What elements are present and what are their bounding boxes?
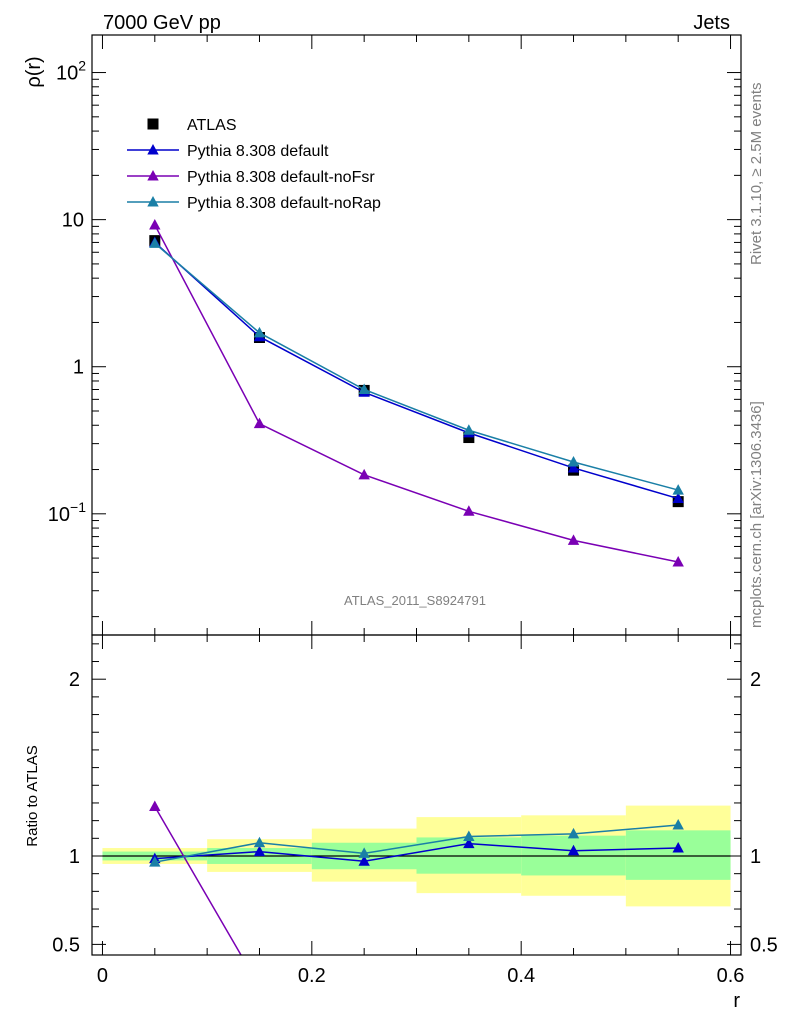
ratio-y-tick-label: 2 bbox=[69, 669, 80, 691]
data-point bbox=[463, 505, 475, 516]
ratio-panel-frame bbox=[91, 634, 742, 956]
data-point bbox=[463, 424, 475, 435]
ratio-band-stat bbox=[625, 830, 731, 880]
main-series-line bbox=[154, 241, 679, 500]
ratio-data-point bbox=[149, 800, 161, 811]
data-point bbox=[567, 534, 580, 545]
data-point bbox=[672, 556, 684, 567]
ratio-panel-ticks: 0.5 0.5 1 1 2 2 0 0.2 0.4 0.6 bbox=[52, 635, 778, 987]
y-tick-label: 102 bbox=[56, 58, 86, 85]
legend-marker bbox=[147, 144, 159, 155]
ratio-data-point bbox=[463, 837, 475, 849]
ratio-series-clipped bbox=[149, 800, 684, 955]
ratio-y-tick-label-right: 1 bbox=[750, 846, 761, 868]
ratio-data-point bbox=[149, 856, 161, 867]
ratio-data-point bbox=[253, 836, 266, 848]
y-tick-label: 10−1 bbox=[48, 499, 86, 526]
side-label-mcplots: mcplots.cern.ch [arXiv:1306.3436] bbox=[748, 401, 765, 628]
x-tick-label: 0 bbox=[97, 965, 108, 987]
data-point bbox=[672, 492, 684, 504]
ratio-data-point bbox=[358, 855, 370, 866]
header-left-title: 7000 GeV pp bbox=[103, 12, 221, 34]
ratio-data-point bbox=[567, 844, 580, 856]
data-point bbox=[567, 461, 580, 473]
main-panel-ticks: 10−1 1 10 102 bbox=[48, 35, 741, 635]
ratio-series-line bbox=[154, 842, 679, 863]
ratio-y-tick-label: 0.5 bbox=[52, 934, 80, 956]
legend-label: Pythia 8.308 default bbox=[187, 143, 329, 160]
data-point bbox=[149, 218, 161, 230]
y-tick-label: 10 bbox=[62, 210, 84, 232]
data-point bbox=[149, 237, 161, 248]
ratio-y-tick-label-right: 2 bbox=[750, 669, 761, 691]
main-panel-series bbox=[149, 218, 684, 567]
ratio-panel-series bbox=[149, 800, 684, 955]
data-point bbox=[253, 417, 266, 429]
ratio-data-point bbox=[253, 845, 266, 857]
x-tick-label: 0.6 bbox=[717, 965, 745, 987]
data-point bbox=[358, 383, 370, 395]
legend-label: Pythia 8.308 default-noRap bbox=[187, 195, 381, 212]
ratio-data-point bbox=[567, 827, 580, 839]
analysis-label: ATLAS_2011_S8924791 bbox=[344, 593, 486, 608]
legend-label: ATLAS bbox=[187, 117, 237, 134]
main-series-line bbox=[154, 242, 679, 491]
data-point bbox=[358, 468, 370, 480]
x-tick-label: 0.4 bbox=[507, 965, 535, 987]
ratio-data-point bbox=[672, 842, 684, 853]
x-tick-label: 0.2 bbox=[298, 965, 326, 987]
ratio-data-point bbox=[463, 830, 475, 842]
ratio-y-tick-label: 1 bbox=[69, 846, 80, 868]
ratio-y-tick-label-right: 0.5 bbox=[750, 934, 778, 956]
side-label-rivet: Rivet 3.1.10, ≥ 2.5M events bbox=[748, 83, 765, 266]
ratio-series-line bbox=[154, 824, 679, 863]
legend-marker bbox=[147, 170, 159, 181]
main-y-axis-label: ρ(r) bbox=[23, 56, 45, 87]
data-point bbox=[672, 484, 684, 495]
data-point bbox=[567, 456, 580, 467]
ratio-data-point bbox=[672, 819, 684, 830]
y-tick-label: 1 bbox=[73, 357, 84, 379]
x-axis-label: r bbox=[733, 990, 740, 1012]
main-series-line bbox=[154, 224, 679, 563]
legend: ATLAS Pythia 8.308 default Pythia 8.308 de… bbox=[127, 117, 381, 212]
data-point bbox=[253, 326, 266, 338]
legend-marker bbox=[147, 118, 159, 130]
ratio-data-point bbox=[358, 847, 370, 858]
legend-label: Pythia 8.308 default-noFsr bbox=[187, 169, 375, 186]
data-point-atlas bbox=[463, 432, 475, 444]
header-right-title: Jets bbox=[693, 12, 730, 34]
legend-marker bbox=[147, 196, 159, 207]
ratio-y-axis-label: Ratio to ATLAS bbox=[24, 745, 41, 846]
